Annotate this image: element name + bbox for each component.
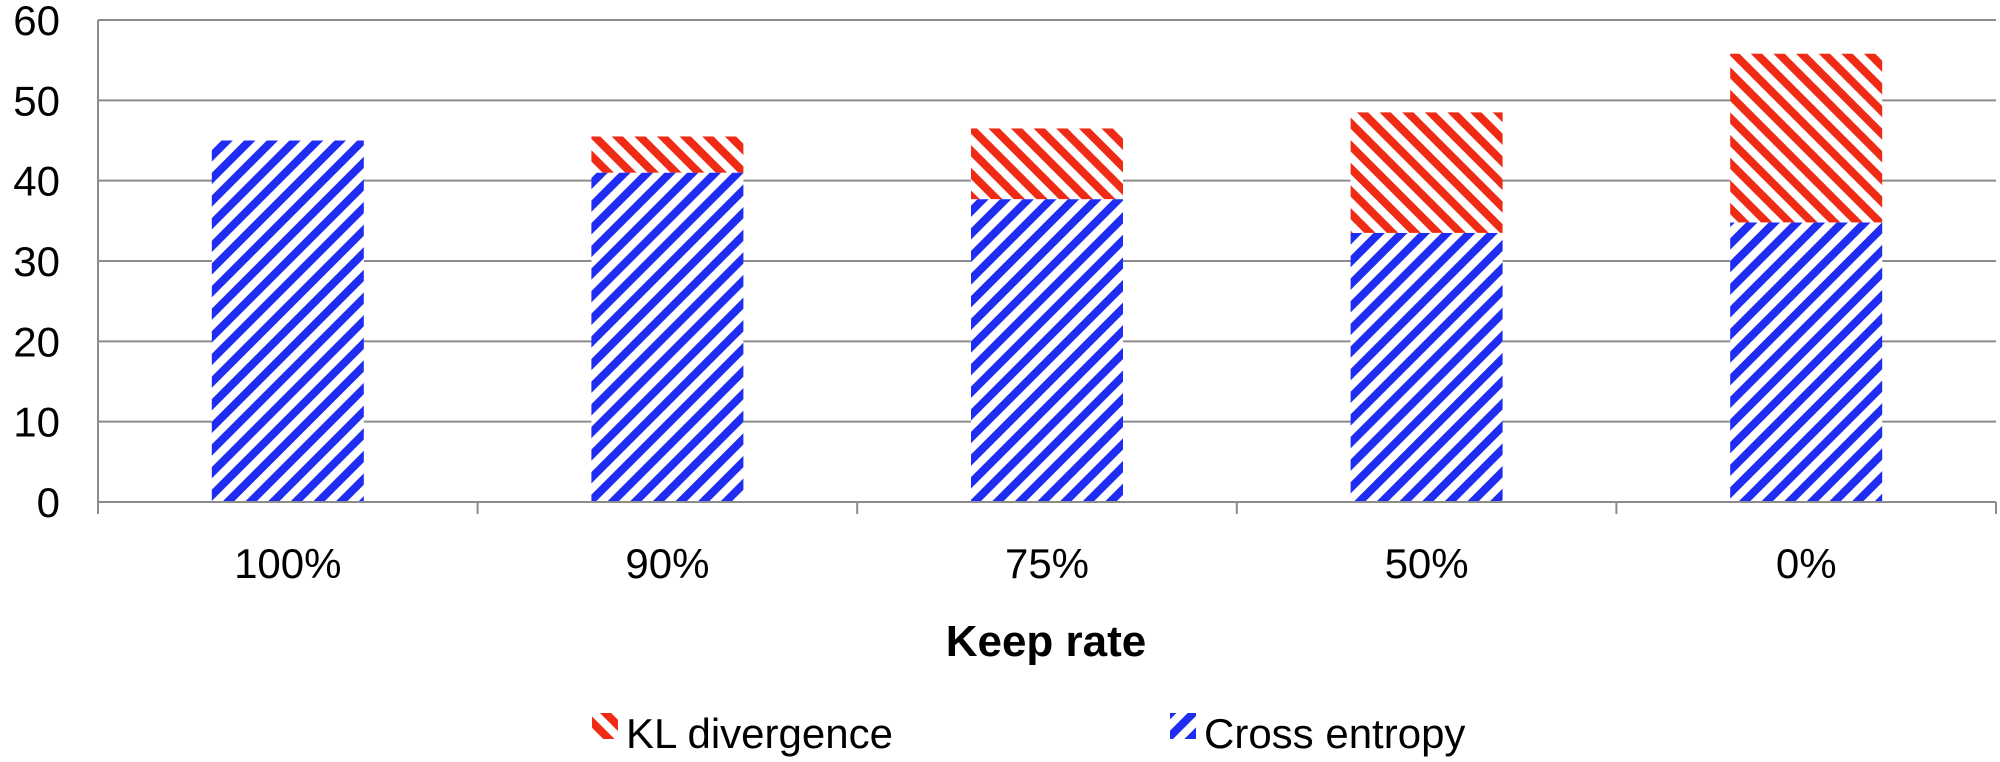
x-tick-label: 0% [1776, 540, 1837, 587]
x-axis-title: Keep rate [946, 617, 1147, 666]
bar-kl-divergence [971, 128, 1123, 200]
bar-cross-entropy [211, 140, 364, 502]
y-tick-label: 20 [13, 318, 60, 365]
y-tick-label: 40 [13, 158, 60, 205]
x-axis: 100% 90% 75% 50% 0% [97, 20, 1997, 587]
y-tick-label: 50 [13, 77, 60, 124]
bar-kl-divergence [591, 136, 744, 173]
legend-swatch [592, 713, 618, 739]
bar-cross-entropy [591, 172, 744, 502]
y-axis-ticks: 0 10 20 30 40 50 60 [13, 0, 60, 526]
x-tick-label: 50% [1385, 540, 1469, 587]
x-tick-label: 100% [234, 540, 341, 587]
legend-label: KL divergence [626, 710, 893, 757]
bar-cross-entropy [971, 199, 1123, 503]
y-tick-label: 10 [13, 399, 60, 446]
bars [211, 53, 1883, 503]
legend: KL divergence Cross entropy [592, 710, 1465, 757]
y-tick-label: 60 [13, 0, 60, 44]
y-tick-label: 30 [13, 238, 60, 285]
bar-kl-divergence [1350, 112, 1503, 233]
bar-kl-divergence [1730, 53, 1883, 223]
x-tick-label: 90% [625, 540, 709, 587]
x-tick-label: 75% [1005, 540, 1089, 587]
bar-cross-entropy [1730, 222, 1883, 502]
y-tick-label: 0 [37, 479, 60, 526]
bar-cross-entropy [1350, 232, 1503, 502]
legend-swatch [1170, 713, 1196, 739]
legend-label: Cross entropy [1204, 710, 1465, 757]
